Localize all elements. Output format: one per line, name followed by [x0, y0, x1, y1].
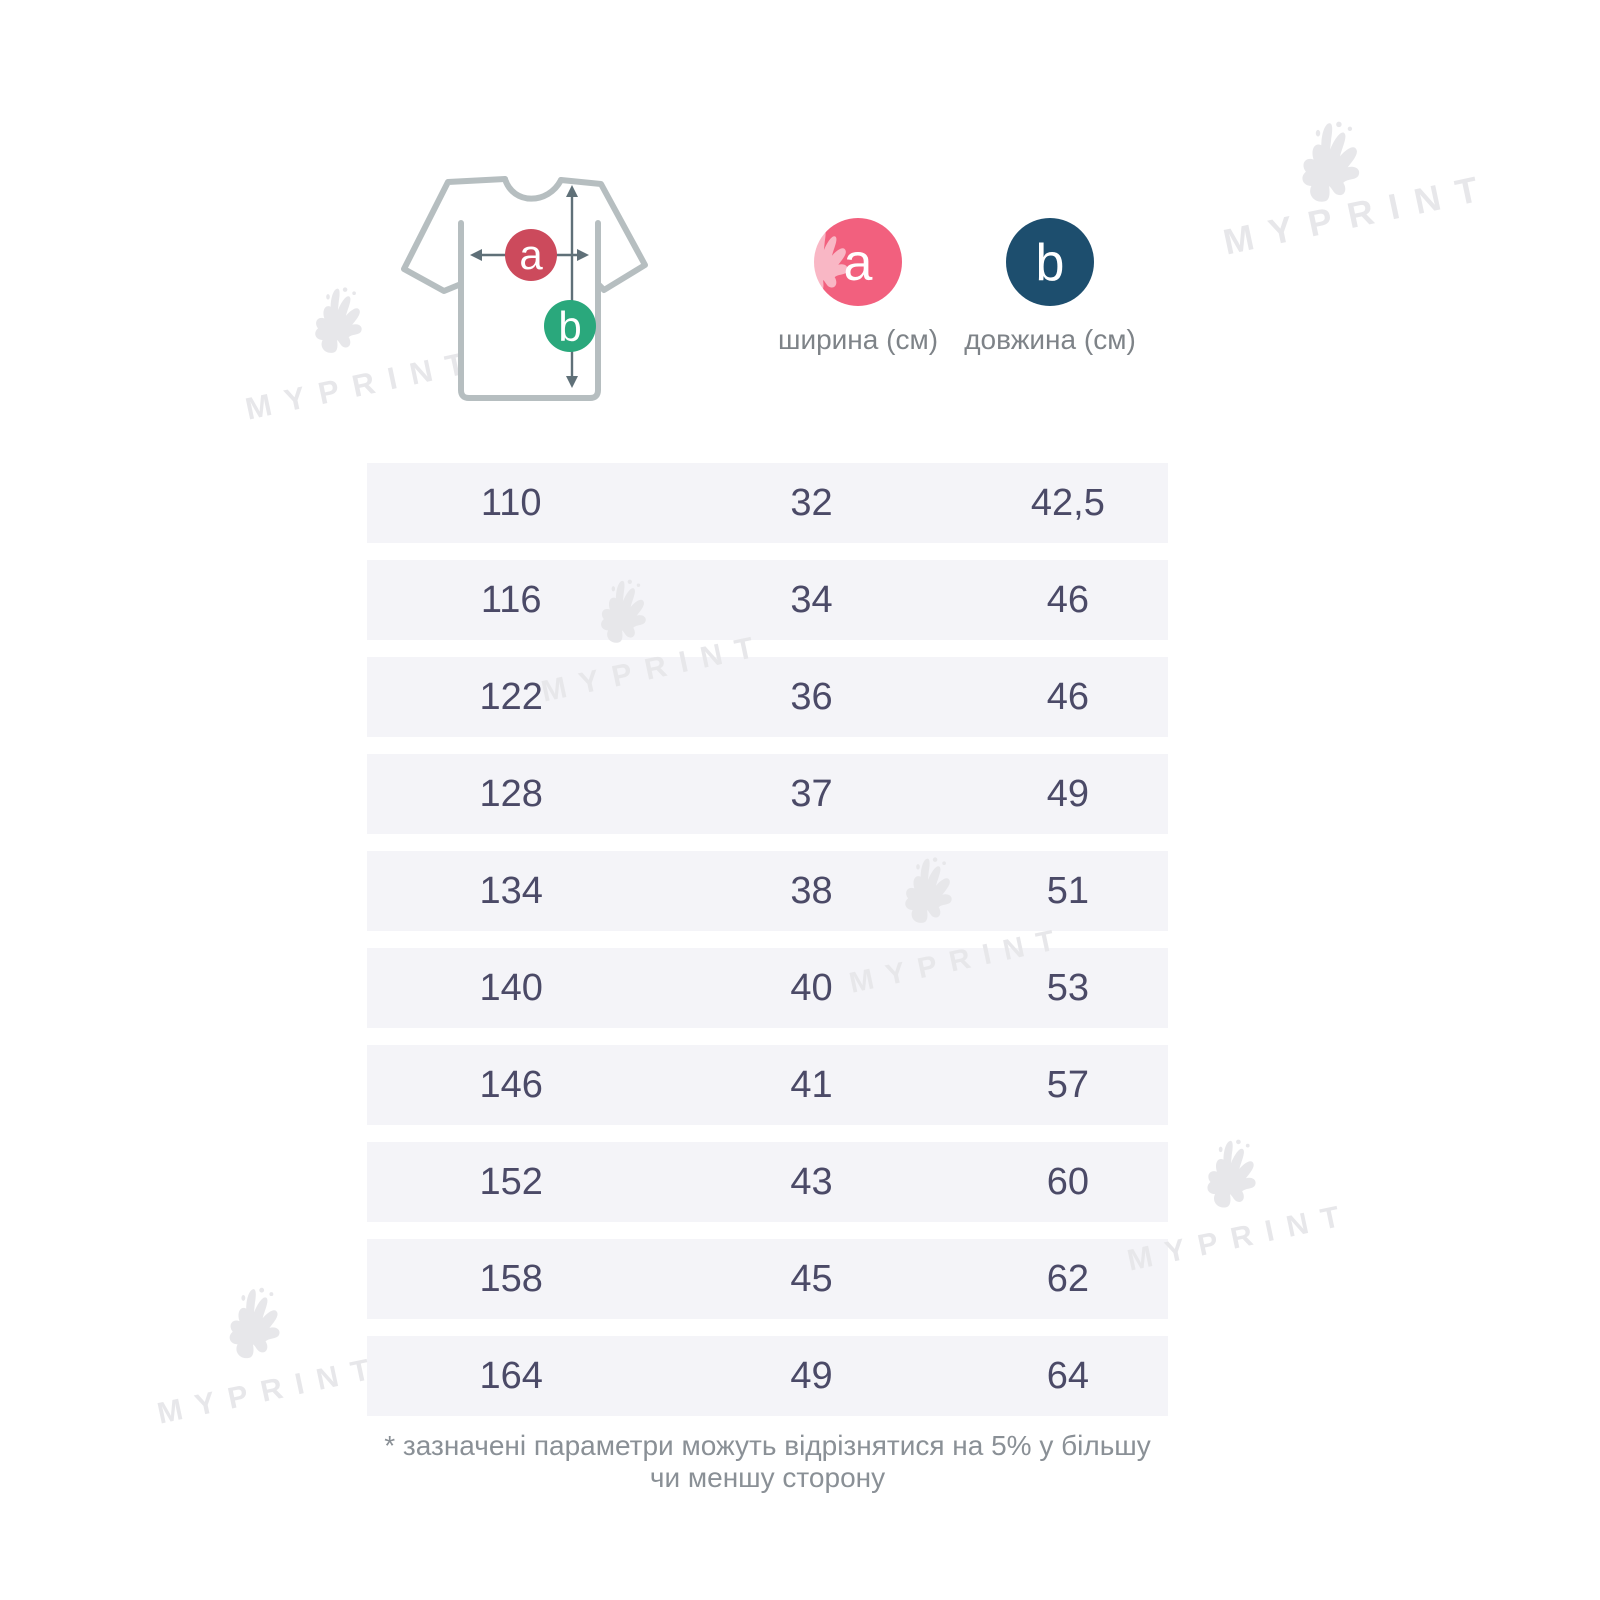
length-arrow: [566, 185, 578, 388]
table-cell: 64: [1046, 1354, 1089, 1397]
legend-caption-width: ширина (см): [777, 324, 939, 355]
marker-a: a: [505, 229, 557, 281]
table-row: 122 36 46: [367, 657, 1168, 737]
table-cell: 62: [1046, 1257, 1089, 1300]
table-row: 146 41 57: [367, 1045, 1168, 1125]
table-row: 134 38 51: [367, 851, 1168, 931]
paint-splash-icon: [1207, 1139, 1256, 1208]
marker-b: b: [544, 300, 596, 352]
table-row: 158 45 62: [367, 1239, 1168, 1319]
paint-splash-icon: [315, 287, 362, 353]
size-table: 110 32 42,5 116 34 46 122 36 46 128 37 49 134 38 51 140…: [367, 463, 1168, 1433]
table-cell: 53: [1046, 966, 1089, 1009]
width-badge: a: [814, 218, 902, 306]
tshirt-diagram: a b: [401, 176, 648, 401]
table-cell: 36: [790, 675, 833, 718]
watermark-text: MYPRINT: [1219, 165, 1498, 263]
table-cell: 46: [1046, 675, 1089, 718]
table-cell: 41: [790, 1063, 833, 1106]
table-cell: 146: [479, 1063, 543, 1106]
table-cell: 128: [479, 772, 543, 815]
table-cell: 49: [1046, 772, 1089, 815]
paint-splash-icon: [229, 1287, 280, 1359]
paint-splash-icon: [1302, 121, 1360, 202]
table-cell: 38: [790, 869, 833, 912]
width-badge-label: a: [844, 234, 873, 292]
table-cell: 32: [790, 481, 833, 524]
table-cell: 164: [479, 1354, 543, 1397]
table-cell: 116: [480, 578, 542, 621]
table-cell: 57: [1046, 1063, 1089, 1106]
table-cell: 40: [790, 966, 833, 1009]
footnote: * зазначені параметри можуть відрізнятис…: [384, 1430, 1151, 1493]
table-row: 140 40 53: [367, 948, 1168, 1028]
table-row: 128 37 49: [367, 754, 1168, 834]
table-cell: 152: [479, 1160, 543, 1203]
table-row: 164 49 64: [367, 1336, 1168, 1416]
table-cell: 51: [1046, 869, 1089, 912]
table-row: 116 34 46: [367, 560, 1168, 640]
tshirt-outline: [401, 176, 648, 401]
table-cell: 34: [790, 578, 833, 621]
table-cell: 60: [1046, 1160, 1089, 1203]
table-row: 110 32 42,5: [367, 463, 1168, 543]
table-cell: 122: [479, 675, 543, 718]
watermark-text: MYPRINT: [154, 1350, 386, 1431]
table-cell: 49: [790, 1354, 833, 1397]
length-badge: b: [1006, 218, 1094, 306]
table-cell: 158: [479, 1257, 543, 1300]
marker-a-label: a: [519, 231, 543, 278]
legend-caption-length: довжина (см): [964, 324, 1136, 355]
table-row: 152 43 60: [367, 1142, 1168, 1222]
table-cell: 46: [1046, 578, 1089, 621]
table-cell: 42,5: [1030, 481, 1105, 524]
table-cell: 37: [790, 772, 833, 815]
length-badge-label: b: [1036, 234, 1065, 292]
table-cell: 110: [480, 481, 542, 524]
marker-b-label: b: [558, 303, 581, 350]
table-cell: 43: [790, 1160, 833, 1203]
table-cell: 45: [790, 1257, 833, 1300]
table-cell: 134: [479, 869, 543, 912]
table-cell: 140: [479, 966, 543, 1009]
